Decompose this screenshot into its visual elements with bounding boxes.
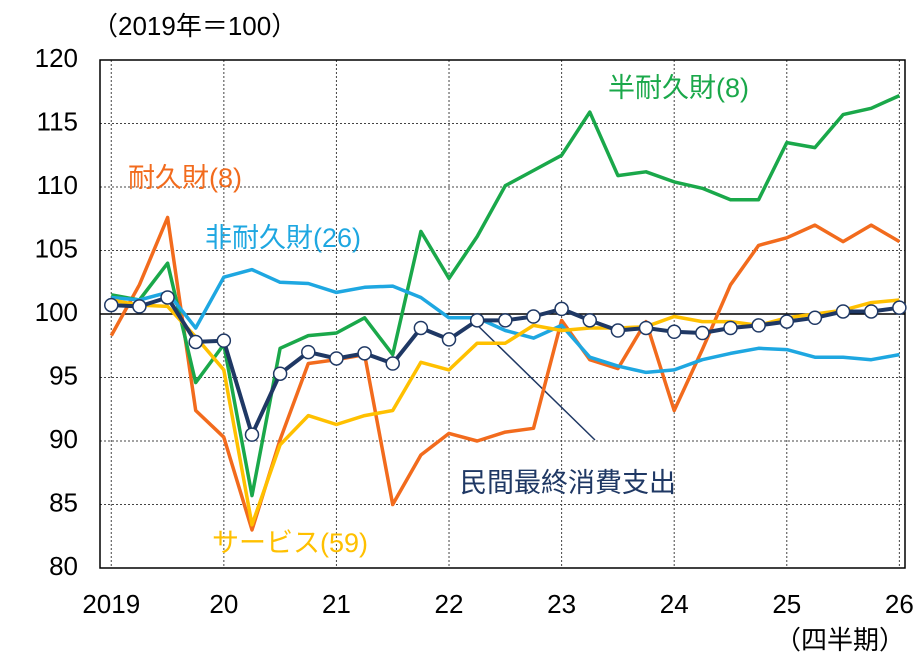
series-marker <box>779 314 795 329</box>
series-marker <box>272 366 288 381</box>
series-label: サービス(59) <box>212 528 368 558</box>
series-marker <box>329 351 344 366</box>
series-marker <box>807 310 823 326</box>
x-tick-label: 2019 <box>82 589 140 619</box>
series-marker <box>441 332 457 347</box>
x-tick-label: 25 <box>772 589 801 619</box>
series-label: 民間最終消費支出 <box>460 468 676 498</box>
annotation-pointer <box>469 317 596 441</box>
y-tick-label: 95 <box>49 360 78 390</box>
y-tick-label: 80 <box>49 551 78 581</box>
series-marker <box>469 313 485 328</box>
series-marker <box>160 290 175 305</box>
series-marker <box>582 313 598 328</box>
series-label: 耐久財(8) <box>128 163 242 193</box>
series-marker <box>357 346 372 361</box>
x-tick-label: 22 <box>435 589 464 619</box>
y-tick-label: 105 <box>35 233 78 263</box>
series-marker <box>638 320 654 336</box>
series-marker <box>610 323 626 338</box>
series-marker <box>695 325 710 341</box>
series-marker <box>216 333 232 348</box>
series-marker <box>385 356 400 371</box>
x-unit-label: （四半期） <box>775 625 905 655</box>
series-marker <box>666 324 682 340</box>
series-line <box>110 94 901 498</box>
series-marker <box>863 304 879 319</box>
y-tick-label: 120 <box>35 43 78 73</box>
series-marker <box>498 313 513 328</box>
series-line <box>109 215 901 532</box>
y-tick-label: 100 <box>35 297 78 327</box>
series-marker <box>835 304 851 319</box>
series-marker <box>554 301 569 317</box>
series-marker <box>244 427 260 442</box>
x-tick-label: 20 <box>209 589 238 619</box>
series-line <box>111 267 900 375</box>
series-marker <box>751 318 766 333</box>
series-marker <box>413 320 429 336</box>
series-marker <box>526 309 541 324</box>
x-tick-label: 21 <box>322 589 351 619</box>
y-tick-label: 85 <box>49 487 78 517</box>
y-tick-label: 115 <box>37 106 78 136</box>
x-tick-label: 26 <box>885 589 914 619</box>
x-tick-label: 23 <box>547 589 576 619</box>
y-tick-label: 110 <box>37 170 78 200</box>
series-marker <box>132 299 147 314</box>
series-marker <box>892 300 907 315</box>
y-unit-label: （2019年＝100） <box>92 11 297 41</box>
series-marker <box>723 320 738 336</box>
plot-frame <box>99 59 906 569</box>
x-tick-label: 24 <box>660 589 689 619</box>
series-marker <box>188 334 203 350</box>
series-marker <box>104 297 119 313</box>
series-marker <box>301 344 316 360</box>
series-label: 非耐久財(26) <box>205 223 361 253</box>
y-tick-label: 90 <box>49 424 78 454</box>
series-label: 半耐久財(8) <box>608 73 749 103</box>
